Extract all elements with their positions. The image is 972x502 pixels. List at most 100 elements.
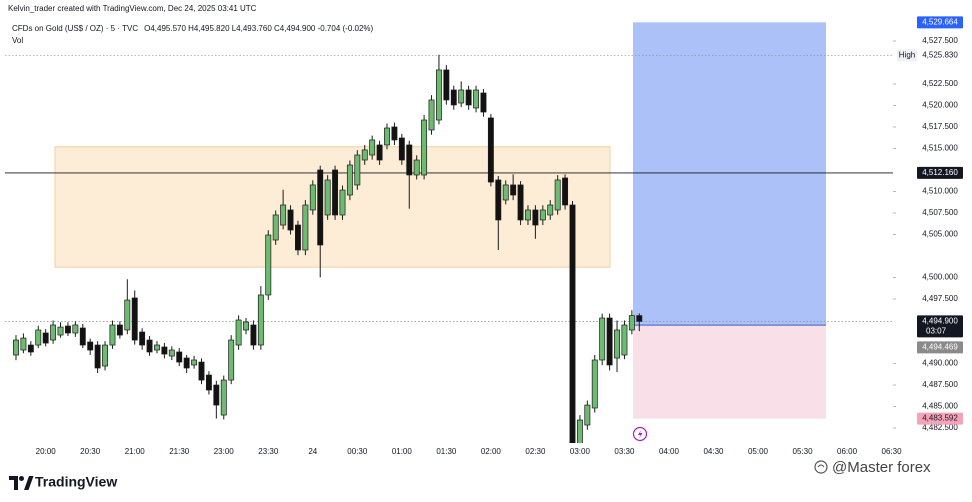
x-tick-label: 05:00 [748,447,769,456]
candle-body [636,315,643,322]
candle-body [213,384,220,406]
candle-body [458,89,465,104]
candle-body [94,344,101,369]
candle-body [102,344,108,367]
candle-body [295,224,301,251]
candle-body [257,294,264,346]
x-tick-label: 21:00 [125,447,146,456]
candle-body [87,341,94,351]
header: Kelvin_trader created with TradingView.c… [8,4,257,13]
candle-body [235,319,242,346]
candle-body [272,214,279,241]
candle-body [280,204,287,226]
x-tick-label: 23:00 [214,447,235,456]
candle-body [554,179,561,211]
x-tick-label: 06:00 [837,447,858,456]
candle-body [435,69,442,121]
x-tick-label: 03:30 [614,447,635,456]
candle-body [220,379,227,416]
candle-body [205,374,212,391]
candle-body [317,169,324,246]
candle-body [539,209,546,221]
candle-body [502,184,509,201]
candle-body [183,357,190,369]
x-tick-label: 04:30 [703,447,724,456]
y-tick-label: 4,505.000 [922,230,958,239]
candle-body [525,209,531,221]
candle-body [384,127,390,146]
candle-body [473,89,479,109]
y-tick-label: 4,515.000 [922,144,958,153]
candle-body [50,324,57,341]
candle-body [614,329,620,359]
x-tick-label: 02:30 [525,447,546,456]
countdown: 03:07 [926,326,947,335]
x-tick-label: 02:00 [481,447,502,456]
price-tag-label: 4,529.664 [922,17,958,26]
y-tick-label: 4,520.000 [922,101,958,110]
candle-body [109,324,116,346]
y-tick-label: 4,500.000 [922,273,958,282]
profit-zone [633,22,826,326]
candle-body [302,204,309,251]
y-tick-label: 4,497.500 [922,294,958,303]
candle-body [532,209,539,226]
price-tag [917,341,963,354]
candle-body [339,189,346,216]
candle-body [57,326,64,336]
loss-zone [633,325,826,419]
candle-body [621,324,628,356]
candle-body [243,321,249,331]
candle-body [146,339,153,353]
price-tag [917,315,963,338]
watermark-icon [814,460,828,474]
watermark: @Master forex [832,459,931,476]
candle-body [168,349,175,357]
price-tag-label: 4,494.469 [922,342,958,351]
line-tag: High [899,50,915,59]
candle-body [569,204,576,443]
candle-body [465,89,472,106]
candle-body [191,359,198,366]
x-tick-label: 00:30 [347,447,368,456]
candle-body [599,317,606,361]
price-tag-label: 4,512.160 [922,168,958,177]
candle-body [391,126,398,141]
candle-body [265,234,272,296]
symbol: CFDs on Gold (US$ / OZ) · 5 · TVC [12,24,138,33]
candle-body [139,331,146,346]
y-tick-label: 4,507.500 [922,208,958,217]
brand-logo [9,476,34,490]
candle-body [35,329,42,346]
y-tick-label: 4,487.500 [922,380,958,389]
candle-body [510,184,517,196]
x-tick-label: 06:30 [882,447,903,456]
candle-body [450,89,457,106]
candle-body [27,344,34,353]
candle-body [131,297,138,341]
brand: TradingView [35,474,117,490]
x-tick-label: 05:30 [793,447,814,456]
y-tick-label: 4,485.000 [922,402,958,411]
candle-body [428,99,435,131]
y-tick-label: 4,527.500 [922,36,958,45]
x-tick-label: 23:30 [258,447,279,456]
line-tag-bg [897,49,917,62]
y-tick-label: 4,510.000 [922,187,958,196]
y-tick-label: 4,482.500 [922,423,958,432]
candle-body [72,324,79,334]
candle-body [346,164,353,196]
x-tick-label: 24 [308,447,317,456]
price-tag [917,412,963,425]
candle-body [228,339,235,381]
candle-body [287,209,294,231]
price-axis: 4,527.500 4,522.500 4,520.000 4,517.500 4,51… [893,16,963,432]
candle-body [421,119,428,176]
candle-body [628,315,635,331]
volume-label: Vol [12,36,23,45]
candle-body [369,139,376,156]
price-tag [917,16,963,29]
candle-body [64,325,71,334]
x-tick-label: 20:30 [80,447,101,456]
